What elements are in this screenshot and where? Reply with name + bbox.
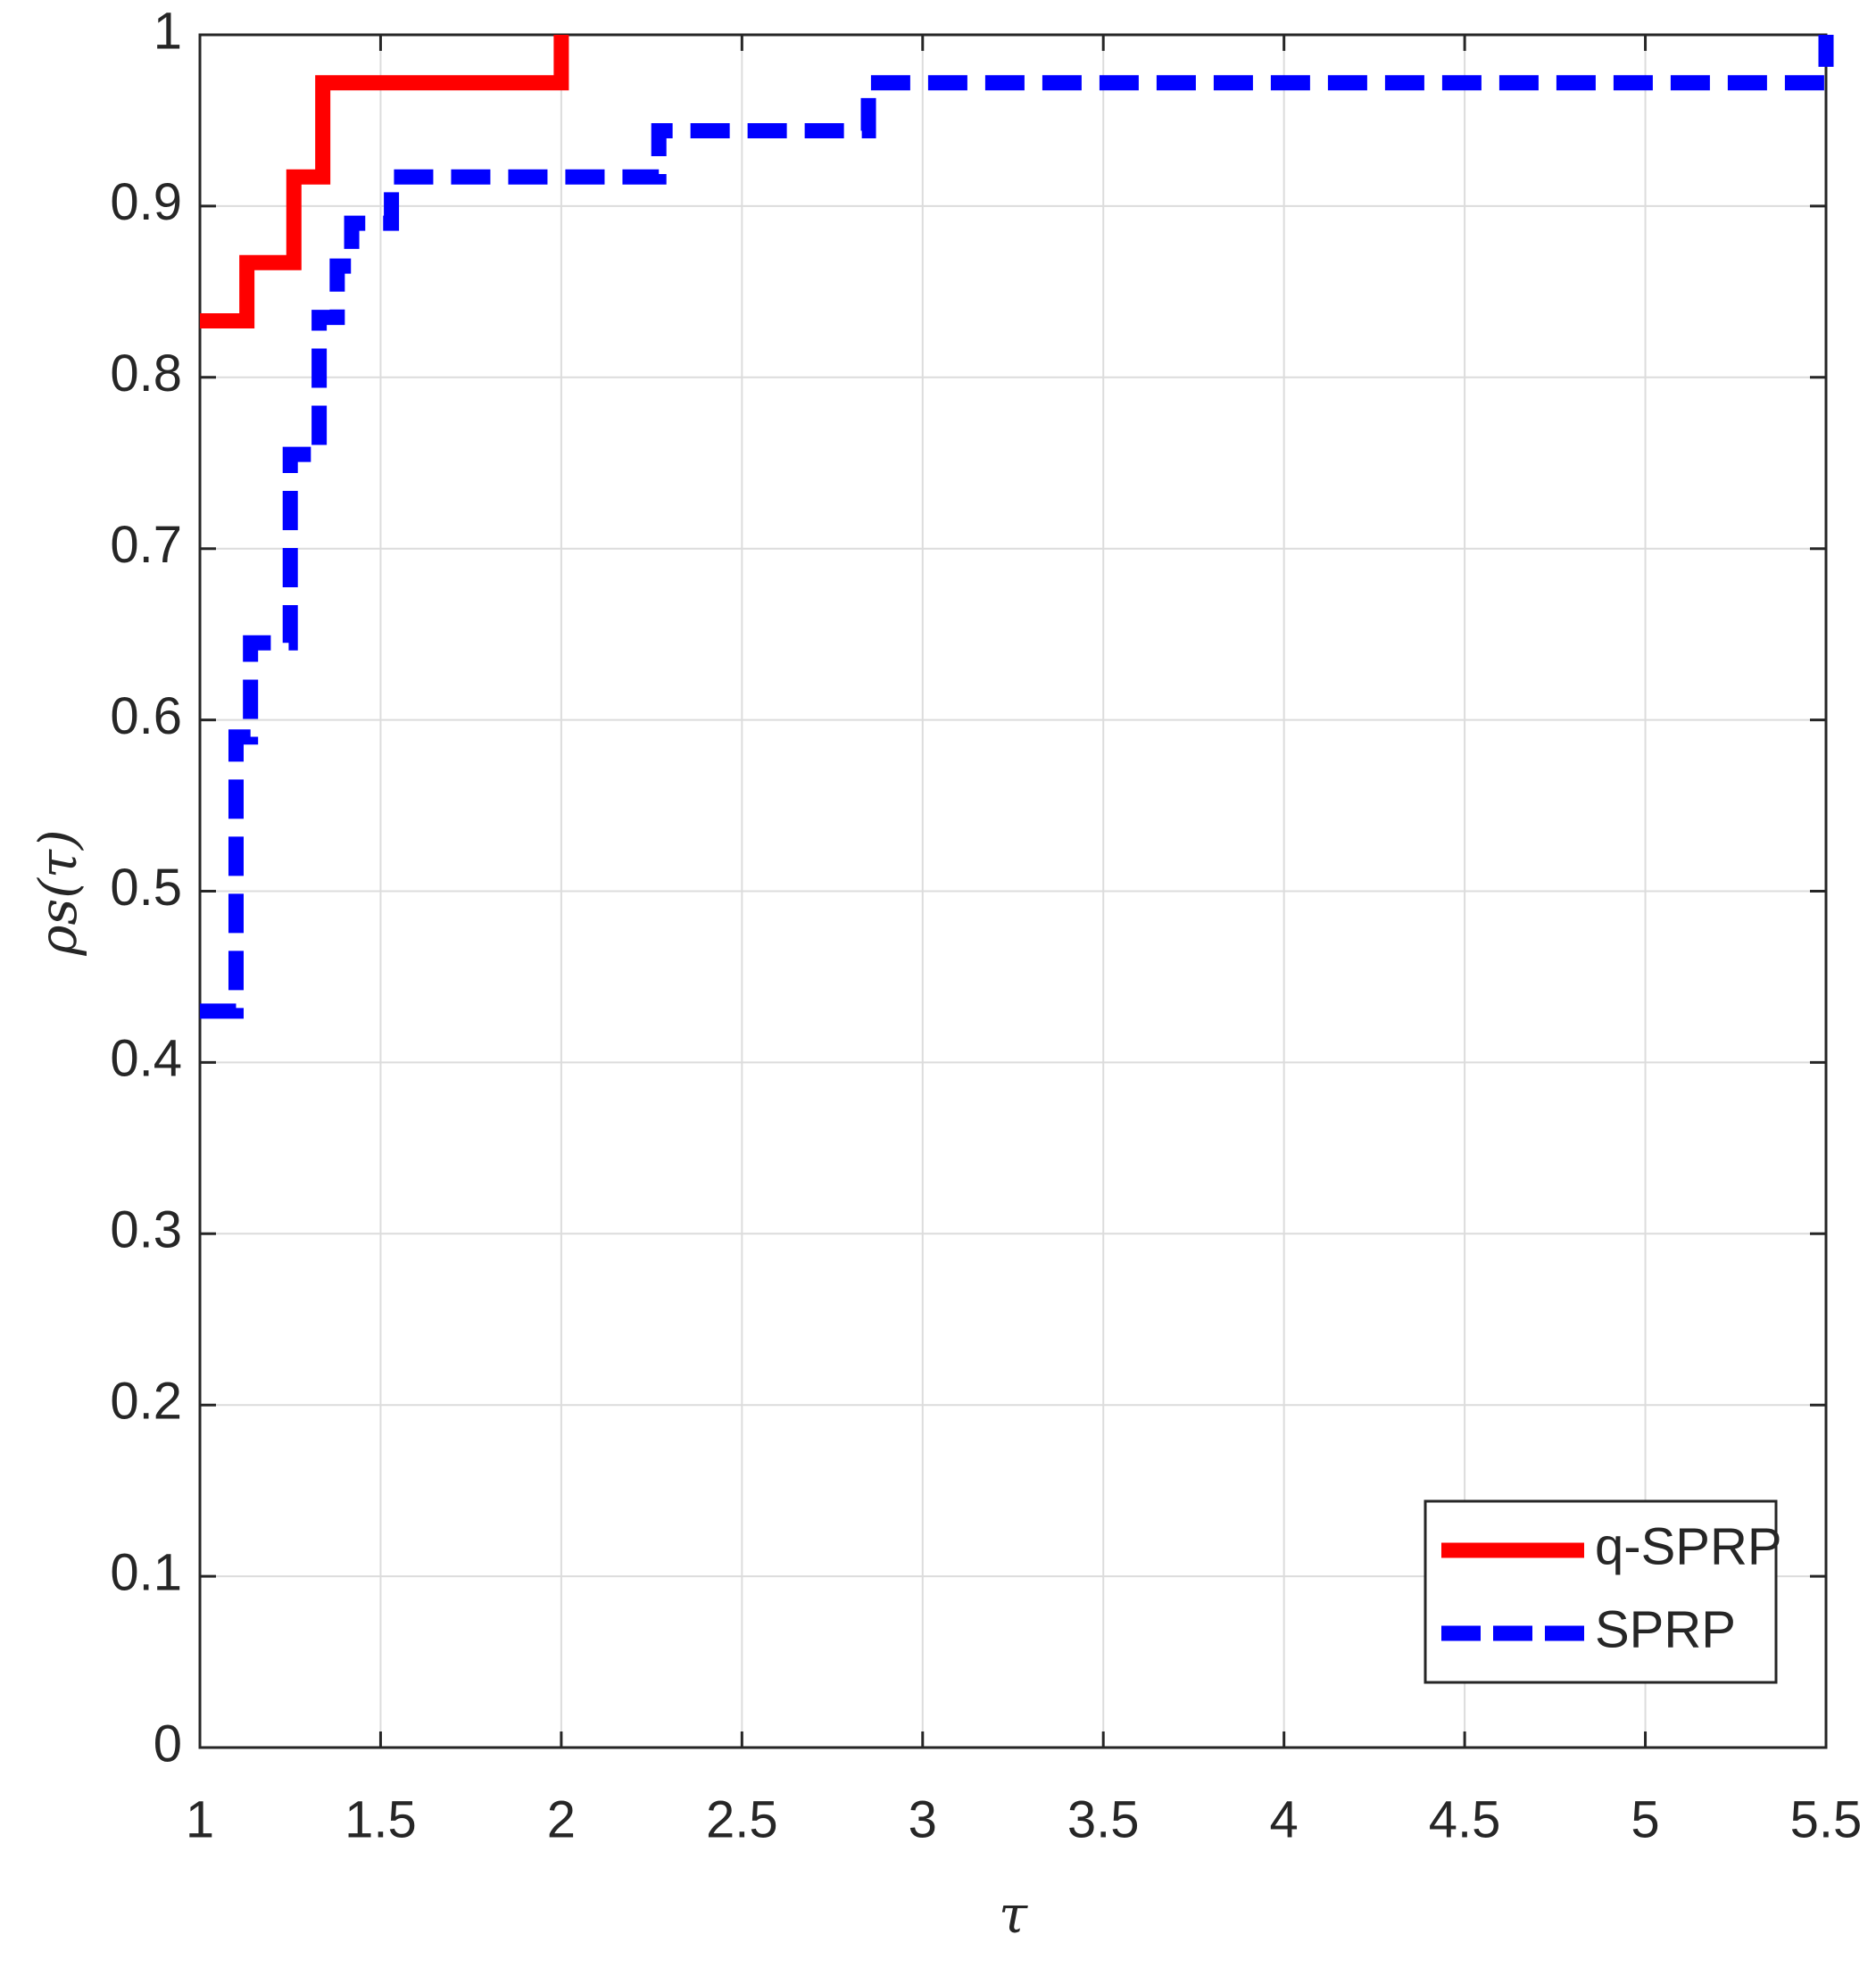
x-tick-label: 4 — [1270, 1790, 1299, 1848]
y-tick-label: 0.9 — [110, 173, 182, 231]
legend-box — [1424, 1499, 1778, 1684]
x-tick-label: 5 — [1631, 1790, 1659, 1848]
y-tick-label: 0.4 — [110, 1030, 182, 1088]
y-tick-label: 0 — [154, 1715, 182, 1773]
x-tick-label: 1 — [186, 1790, 214, 1848]
x-tick-label: 4.5 — [1429, 1790, 1501, 1848]
x-tick-label: 5.5 — [1790, 1790, 1863, 1848]
series-line — [200, 35, 1834, 1019]
y-tick-label: 0.6 — [110, 687, 182, 745]
x-tick-label: 1.5 — [344, 1790, 417, 1848]
legend-label: SPRP — [1595, 1600, 1736, 1658]
y-tick-label: 1 — [154, 2, 182, 60]
x-tick-label: 2.5 — [706, 1790, 778, 1848]
x-axis-label: τ — [999, 1884, 1028, 1945]
y-tick-label: 0.1 — [110, 1543, 182, 1601]
legend-label: q-SPRP — [1595, 1517, 1782, 1575]
x-tick-label: 3 — [909, 1790, 937, 1848]
y-tick-label: 0.2 — [110, 1373, 182, 1431]
x-tick-label: 3.5 — [1067, 1790, 1140, 1848]
y-tick-label: 0.8 — [110, 345, 182, 403]
y-axis-label: ρs(τ) — [28, 829, 88, 956]
y-tick-label: 0.3 — [110, 1201, 182, 1259]
series-line — [200, 35, 569, 328]
axes-box — [198, 33, 1828, 1749]
y-tick-label: 0.7 — [110, 516, 182, 574]
y-tick-label: 0.5 — [110, 859, 182, 917]
x-tick-label: 2 — [547, 1790, 576, 1848]
